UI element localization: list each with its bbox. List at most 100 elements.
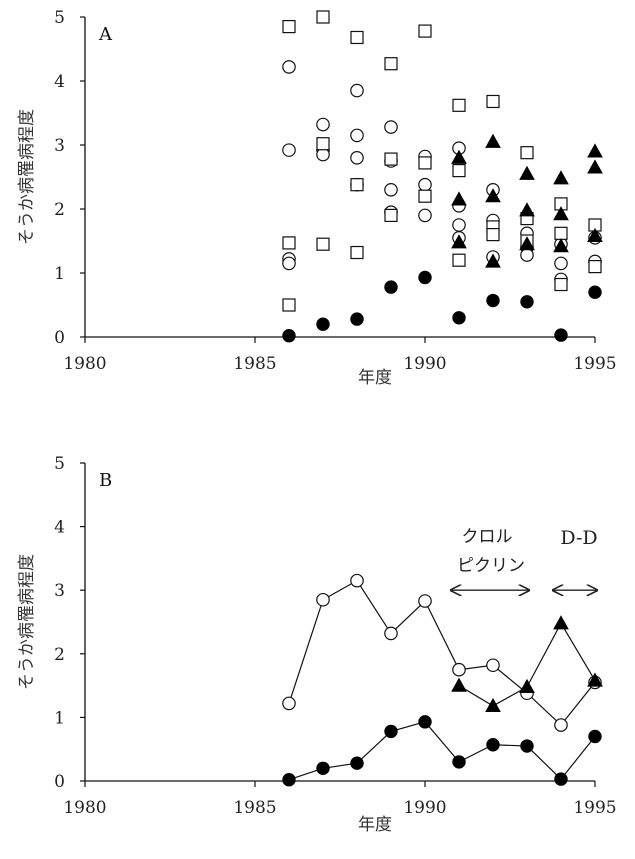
point-filled-circle — [554, 328, 568, 342]
point-filled-circle — [588, 285, 602, 299]
series-line-open-circle — [288, 579, 596, 726]
point-open-circle — [452, 662, 466, 677]
point-filled-circle — [350, 312, 364, 326]
x-axis-label: 年度 — [358, 368, 392, 388]
point-filled-triangle — [587, 672, 603, 687]
x-tick-label: 1995 — [573, 354, 616, 374]
y-tick-label: 3 — [54, 136, 65, 156]
point-filled-triangle — [451, 234, 467, 249]
point-open-circle — [554, 256, 568, 271]
point-filled-circle — [384, 280, 398, 294]
point-open-circle — [350, 151, 364, 165]
y-tick-label: 0 — [54, 772, 65, 792]
point-open-square — [384, 57, 398, 71]
point-open-circle — [316, 592, 330, 607]
point-open-square — [282, 20, 296, 34]
point-filled-circle — [350, 756, 364, 770]
point-open-circle — [350, 83, 364, 98]
annotation-label-line: ピクリン — [457, 556, 525, 576]
y-tick-label: 5 — [54, 454, 65, 474]
point-filled-circle — [452, 755, 466, 769]
point-open-square — [554, 226, 568, 240]
point-open-square — [316, 237, 330, 251]
x-tick-label: 1995 — [573, 798, 616, 818]
series-open-square — [282, 10, 602, 312]
point-open-circle — [384, 626, 398, 641]
x-tick-label: 1985 — [233, 354, 276, 374]
y-axis-label: そうか病罹病程度 — [17, 109, 37, 245]
point-open-circle — [418, 594, 432, 608]
point-open-circle — [418, 177, 432, 192]
point-open-square — [384, 208, 398, 222]
series-filled-triangle — [451, 133, 603, 268]
point-open-square — [316, 137, 330, 151]
point-filled-circle — [554, 772, 568, 786]
point-open-square — [350, 30, 364, 45]
point-open-square — [452, 98, 466, 112]
annotation-1: D-D — [553, 527, 598, 590]
point-open-square — [282, 236, 296, 250]
y-axis-label: そうか病罹病程度 — [17, 554, 37, 690]
point-open-square — [486, 94, 500, 109]
point-open-square — [384, 152, 398, 166]
point-filled-triangle — [485, 253, 501, 268]
point-filled-triangle — [553, 206, 569, 221]
point-filled-circle — [588, 729, 602, 744]
x-tick-label: 1990 — [403, 798, 446, 818]
x-tick-label: 1985 — [233, 798, 276, 818]
point-filled-triangle — [519, 236, 535, 251]
point-filled-triangle — [553, 238, 569, 253]
point-filled-triangle — [519, 678, 535, 693]
x-axis-label: 年度 — [358, 815, 392, 835]
y-tick-label: 5 — [54, 8, 65, 28]
point-filled-circle — [452, 311, 466, 325]
point-open-circle — [282, 696, 296, 711]
point-open-square — [588, 260, 602, 274]
panel-label: A — [98, 24, 113, 45]
point-open-circle — [520, 248, 534, 262]
point-open-square — [350, 245, 364, 260]
point-open-square — [418, 24, 432, 38]
x-tick-label: 1980 — [63, 798, 106, 818]
y-tick-label: 1 — [54, 708, 65, 728]
point-open-square — [452, 253, 466, 267]
point-open-circle — [282, 60, 296, 74]
point-filled-triangle — [553, 615, 569, 630]
annotation-label: D-D — [560, 527, 597, 549]
point-open-circle — [554, 718, 568, 732]
point-filled-triangle — [587, 159, 603, 174]
y-tick-label: 2 — [54, 645, 65, 665]
point-open-square — [520, 146, 534, 160]
annotation-label-line: クロル — [462, 527, 513, 547]
y-tick-label: 2 — [54, 200, 65, 220]
point-open-circle — [452, 218, 466, 232]
point-filled-triangle — [451, 677, 467, 692]
x-tick-label: 1990 — [403, 354, 446, 374]
point-filled-circle — [418, 715, 432, 729]
point-filled-triangle — [451, 149, 467, 164]
point-filled-circle — [520, 739, 534, 753]
point-open-circle — [384, 120, 398, 134]
y-tick-label: 3 — [54, 581, 65, 601]
point-filled-circle — [418, 270, 432, 285]
point-open-circle — [418, 208, 432, 223]
point-filled-circle — [520, 295, 534, 309]
point-open-circle — [316, 117, 330, 132]
point-open-circle — [384, 183, 398, 197]
point-open-square — [418, 156, 432, 170]
point-open-square — [316, 10, 330, 24]
series-line-filled-circle — [288, 721, 596, 781]
point-open-circle — [350, 573, 364, 588]
y-tick-label: 0 — [54, 328, 65, 348]
chart-panel-A: 0 1 2 3 4 5 1980 1985 1990 1995 A 年度 そうか病罹病程度 — [17, 8, 617, 388]
point-filled-triangle — [485, 133, 501, 148]
point-filled-circle — [282, 329, 296, 343]
point-filled-circle — [316, 317, 330, 331]
point-filled-circle — [486, 293, 500, 308]
point-filled-triangle — [553, 170, 569, 185]
point-filled-triangle — [451, 191, 467, 206]
point-open-square — [452, 164, 466, 178]
chart-panel-B: 0 1 2 3 4 5 1980 1985 1990 1995 B 年度 そうか病罹病程度 クロルピクリン… — [17, 454, 617, 835]
